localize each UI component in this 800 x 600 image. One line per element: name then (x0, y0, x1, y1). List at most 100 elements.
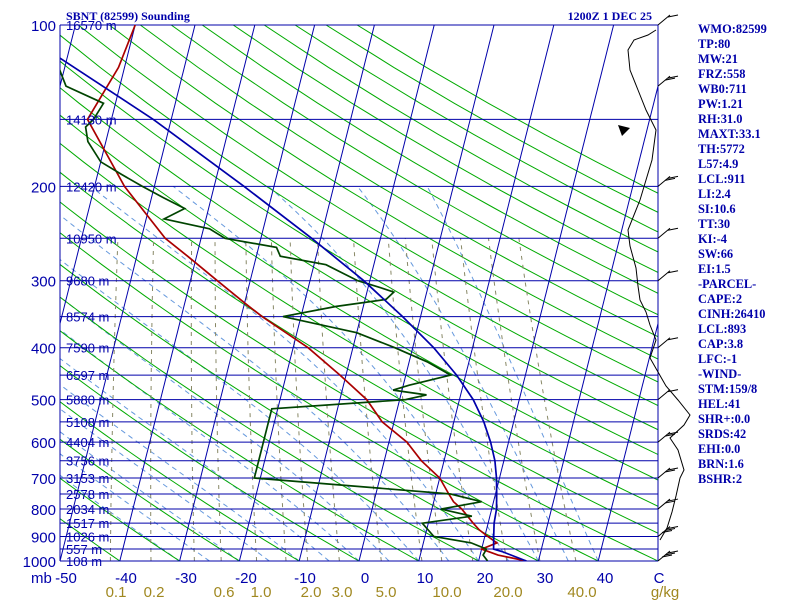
height-label: 7590 m (66, 341, 109, 356)
temperature-tick-label: -50 (55, 570, 77, 587)
wind-barb-flag (664, 433, 676, 437)
isotherms (0, 25, 658, 561)
pressure-tick-label: 200 (31, 179, 56, 196)
moist-adiabat-line (60, 474, 180, 561)
wind-barb-flag (664, 469, 676, 473)
mixing-ratio-line (353, 238, 382, 561)
mixing-ratio-line (404, 238, 443, 561)
mixing-ratio-unit-label: g/kg (651, 584, 679, 600)
isotherm-line (60, 25, 196, 561)
height-label: 12420 m (66, 179, 117, 194)
mixing-ratio-line (245, 238, 258, 561)
wind-barb-flag (667, 431, 679, 435)
wind-barb-flag (667, 467, 679, 471)
index-item: SI:10.6 (698, 202, 736, 216)
mixing-ratio-line (488, 238, 541, 561)
wind-barb-flag (661, 554, 673, 558)
index-item: EHI:0.0 (698, 442, 741, 456)
index-item: MAXT:33.1 (698, 127, 761, 141)
moist-adiabat-line (60, 431, 240, 561)
wind-barb-flag (664, 77, 676, 81)
height-label: 1517 m (66, 516, 109, 531)
moist-adiabat-line (90, 186, 480, 561)
index-item: BRN:1.6 (698, 457, 744, 471)
wind-barb-flag (667, 550, 679, 554)
height-label: 10950 m (66, 231, 117, 246)
isotherm-line (298, 25, 435, 561)
mixing-ratio-lines (109, 238, 577, 561)
isotherm-line (537, 84, 658, 561)
height-label: 108 m (66, 554, 102, 569)
index-item: SHR+:0.0 (698, 412, 751, 426)
wind-barb-flag (661, 529, 673, 533)
index-item: WMO:82599 (698, 22, 767, 36)
temperature-tick-label: 40 (597, 570, 614, 587)
mixing-ratio-line (460, 238, 508, 561)
moist-adiabat-line (357, 186, 569, 561)
mixing-ratio-tick-label: 40.0 (567, 584, 596, 600)
sounding-traces (60, 25, 527, 561)
index-item: CINH:26410 (698, 307, 766, 321)
mixing-ratio-tick-label: 2.0 (301, 584, 322, 600)
mixing-ratio-tick-label: 1.0 (251, 584, 272, 600)
mixing-ratio-line (431, 238, 474, 561)
height-label: 2578 m (66, 487, 109, 502)
isobars (59, 24, 659, 562)
index-item: EI:1.5 (698, 262, 731, 276)
mixing-ratio-line (190, 238, 195, 561)
isotherm-line (179, 25, 316, 561)
index-item: TH:5772 (698, 142, 745, 156)
temperature-trace (86, 25, 527, 561)
wind-barb-flag (667, 270, 679, 274)
height-label: 14130 m (66, 112, 117, 127)
mixing-ratio-line (387, 238, 423, 561)
index-item: TT:30 (698, 217, 731, 231)
wind-barb-flag (667, 227, 679, 231)
temperature-tick-label: -20 (235, 570, 257, 587)
mixing-ratio-tick-label: 0.2 (144, 584, 165, 600)
index-item: LCL:911 (698, 172, 746, 186)
dry-adiabats (60, 25, 658, 561)
dry-adiabat-line (108, 25, 658, 360)
moist-adiabat-line (60, 453, 210, 561)
index-item: KI:-4 (698, 232, 727, 246)
height-label: 3756 m (66, 454, 109, 469)
isotherm-line (418, 25, 555, 561)
wind-profile (618, 14, 691, 562)
index-item: RH:31.0 (698, 112, 743, 126)
isotherm-line (0, 25, 16, 561)
index-item: CAPE:2 (698, 292, 743, 306)
pressure-tick-label: 700 (31, 471, 56, 488)
wind-barb-flag (667, 14, 679, 18)
pressure-tick-label: 600 (31, 435, 56, 452)
index-item: FRZ:558 (698, 67, 746, 81)
hodograph-trace (627, 29, 691, 541)
wind-barb-flag (664, 527, 676, 531)
index-item: MW:21 (698, 52, 738, 66)
pressure-tick-label: 300 (31, 274, 56, 291)
height-label: 3153 m (66, 471, 109, 486)
index-item: -PARCEL- (698, 277, 757, 291)
temperature-tick-label: 20 (477, 570, 494, 587)
temperature-tick-label: -10 (294, 570, 316, 587)
temperature-tick-label: 10 (417, 570, 434, 587)
wind-barb-flag (664, 177, 676, 181)
temperature-tick-label: -40 (115, 570, 137, 587)
parcel-trace (60, 57, 527, 561)
mixing-ratio-line (270, 238, 287, 561)
isotherm-line (238, 25, 375, 561)
index-item: WB0:711 (698, 82, 747, 96)
index-item: L57:4.9 (698, 157, 739, 171)
index-item: HEL:41 (698, 397, 741, 411)
mixing-ratio-line (518, 238, 577, 561)
wind-barb-flag (664, 500, 676, 504)
wind-barb-flag (664, 552, 676, 556)
dry-adiabat-line (60, 60, 658, 431)
wind-barb-pennant (618, 125, 630, 136)
pressure-tick-label: 500 (31, 393, 56, 410)
sounding-time: 1200Z 1 DEC 25 (568, 9, 652, 23)
isotherm-line (597, 321, 658, 561)
station-title: SBNT (82599) Sounding (66, 9, 190, 23)
